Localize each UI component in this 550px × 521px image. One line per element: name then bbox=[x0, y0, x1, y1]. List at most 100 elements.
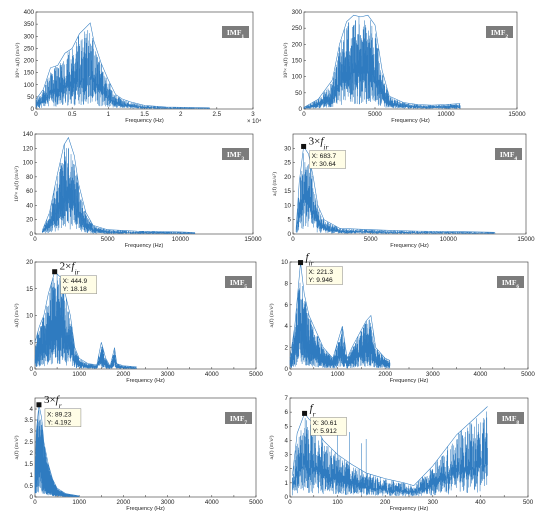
x-tick-label: 4000 bbox=[205, 371, 219, 378]
x-axis-label: Frequency (Hz) bbox=[126, 378, 165, 384]
spectrum-envelope bbox=[289, 262, 391, 361]
y-tick-label: 200 bbox=[292, 41, 303, 48]
datatip-y: Y: 5.912 bbox=[313, 428, 338, 435]
y-tick-label: 15 bbox=[284, 188, 291, 195]
y-tick-label: 50 bbox=[27, 94, 34, 101]
y-tick-label: 4 bbox=[30, 406, 34, 413]
x-tick-label: 5000 bbox=[249, 499, 263, 506]
spectrum-lines bbox=[292, 411, 488, 497]
y-tick-label: 8 bbox=[285, 280, 289, 287]
y-tick-label: 100 bbox=[292, 74, 303, 81]
y-tick-label: 1 bbox=[285, 480, 289, 487]
x-tick-label: 3000 bbox=[426, 371, 440, 378]
x-tick-label: 2000 bbox=[378, 371, 392, 378]
datatip-box bbox=[60, 275, 97, 294]
panel-label: IMF2 bbox=[491, 28, 509, 40]
y-tick-label: 2 bbox=[285, 466, 289, 473]
y-tick-label: 300 bbox=[24, 33, 35, 40]
x-tick-label: 10000 bbox=[440, 236, 458, 243]
y-tick-label: 0 bbox=[285, 494, 289, 501]
y-tick-label: 140 bbox=[23, 131, 34, 138]
x-tick-label: 5000 bbox=[249, 371, 263, 378]
y-tick-label: 20 bbox=[26, 217, 33, 224]
y-tick-label: 6 bbox=[285, 302, 289, 309]
x-tick-label: 400 bbox=[475, 499, 486, 506]
datatip-x: X: 89.23 bbox=[47, 411, 72, 418]
x-tick-label: 200 bbox=[380, 499, 391, 506]
datatip-x: X: 30.61 bbox=[313, 420, 338, 427]
y-tick-label: 60 bbox=[26, 188, 33, 195]
y-tick-label: 25 bbox=[284, 160, 291, 167]
y-tick-label: 0 bbox=[31, 106, 35, 113]
y-tick-label: 350 bbox=[24, 21, 35, 28]
panel-label: IMF7 bbox=[230, 414, 248, 426]
datatip-marker bbox=[302, 410, 308, 416]
x-axis-label: Frequency (Hz) bbox=[125, 118, 164, 124]
y-tick-label: 1 bbox=[30, 472, 34, 479]
y-tick-label: 0 bbox=[299, 106, 303, 113]
spectrum-lines bbox=[289, 282, 391, 369]
x-axis-label: Frequency (Hz) bbox=[390, 243, 429, 249]
harmonic-callout: fir bbox=[306, 252, 314, 268]
chart-panel-imf6: 0 1000 2000 3000 4000 5000 0 2 4 6 8 10 Frequency (H… bbox=[268, 252, 535, 384]
y-tick-label: 0 bbox=[30, 494, 34, 501]
datatip-marker bbox=[52, 269, 58, 275]
x-tick-label: 0 bbox=[288, 371, 292, 378]
datatip-box bbox=[44, 408, 82, 427]
chart-panel-imf4: 0 5000 10000 15000 0 5 10 15 20 25 30 Frequency (Hz… bbox=[271, 133, 535, 249]
spectrum-envelope bbox=[34, 271, 137, 368]
x-tick-label: 500 bbox=[523, 499, 534, 506]
y-tick-label: 400 bbox=[24, 9, 35, 16]
y-tick-label: 3 bbox=[30, 428, 34, 435]
datatip-x: X: 683.7 bbox=[312, 153, 337, 160]
y-tick-label: 2 bbox=[30, 450, 34, 457]
y-tick-label: 250 bbox=[292, 25, 303, 32]
datatip-y: Y: 18.18 bbox=[63, 286, 88, 293]
datatip-x: X: 221.3 bbox=[309, 269, 334, 276]
y-tick-label: 2.5 bbox=[24, 439, 33, 446]
y-tick-label: 10 bbox=[281, 259, 288, 266]
panel-label-badge bbox=[225, 276, 252, 288]
datatip-y: Y: 4.192 bbox=[47, 419, 72, 426]
x-tick-label: 300 bbox=[428, 499, 439, 506]
x-tick-label: 1.5 bbox=[140, 111, 149, 118]
x-axis-label: Frequency (Hz) bbox=[391, 118, 430, 124]
x-tick-label: 5000 bbox=[364, 236, 378, 243]
y-tick-label: 3 bbox=[285, 452, 289, 459]
y-tick-label: 300 bbox=[292, 9, 303, 16]
y-axis-label: 10³× aᵢ(f) (m/s²) bbox=[14, 43, 21, 79]
y-tick-label: 80 bbox=[26, 174, 33, 181]
x-tick-label: 10000 bbox=[172, 236, 190, 243]
harmonic-callout: 3×fir bbox=[309, 135, 329, 151]
x-tick-label: 4000 bbox=[474, 371, 488, 378]
x-tick-label: 0 bbox=[302, 111, 306, 118]
x-tick-label: 10000 bbox=[437, 111, 455, 118]
panel-label-badge bbox=[497, 412, 524, 424]
y-tick-label: 5 bbox=[285, 423, 289, 430]
y-axis-label: 10³× aᵢ(f) (m/s²) bbox=[282, 43, 289, 79]
y-tick-label: 200 bbox=[24, 58, 35, 65]
spectrum-envelope bbox=[295, 145, 495, 233]
axes-frame bbox=[34, 133, 254, 235]
panel-label-badge bbox=[222, 148, 249, 160]
panel-label: IMF1 bbox=[227, 28, 245, 40]
spectrum-envelope bbox=[35, 22, 210, 109]
y-axis-label: aᵢ(f) (m/s²) bbox=[268, 303, 275, 327]
spectrum-lines bbox=[41, 144, 196, 234]
spectrum-lines bbox=[34, 274, 137, 369]
spectrum-envelope bbox=[303, 14, 461, 108]
x-tick-label: 15000 bbox=[508, 111, 526, 118]
panel-label-badge bbox=[225, 412, 252, 424]
chart-panel-imf2: 0 5000 10000 15000 0 50 100 150 200 250 300 Frequen… bbox=[282, 9, 526, 124]
datatip-marker bbox=[301, 143, 307, 149]
panel-label-badge bbox=[222, 26, 249, 38]
x-tick-label: 1000 bbox=[331, 371, 345, 378]
x-tick-label: 1000 bbox=[72, 499, 86, 506]
y-tick-label: 150 bbox=[24, 70, 35, 77]
x-tick-label: 0.5 bbox=[68, 111, 77, 118]
x-tick-label: 0 bbox=[33, 371, 37, 378]
y-tick-label: 20 bbox=[26, 259, 33, 266]
y-tick-label: 3.5 bbox=[24, 417, 33, 424]
x-tick-label: 2000 bbox=[117, 499, 131, 506]
